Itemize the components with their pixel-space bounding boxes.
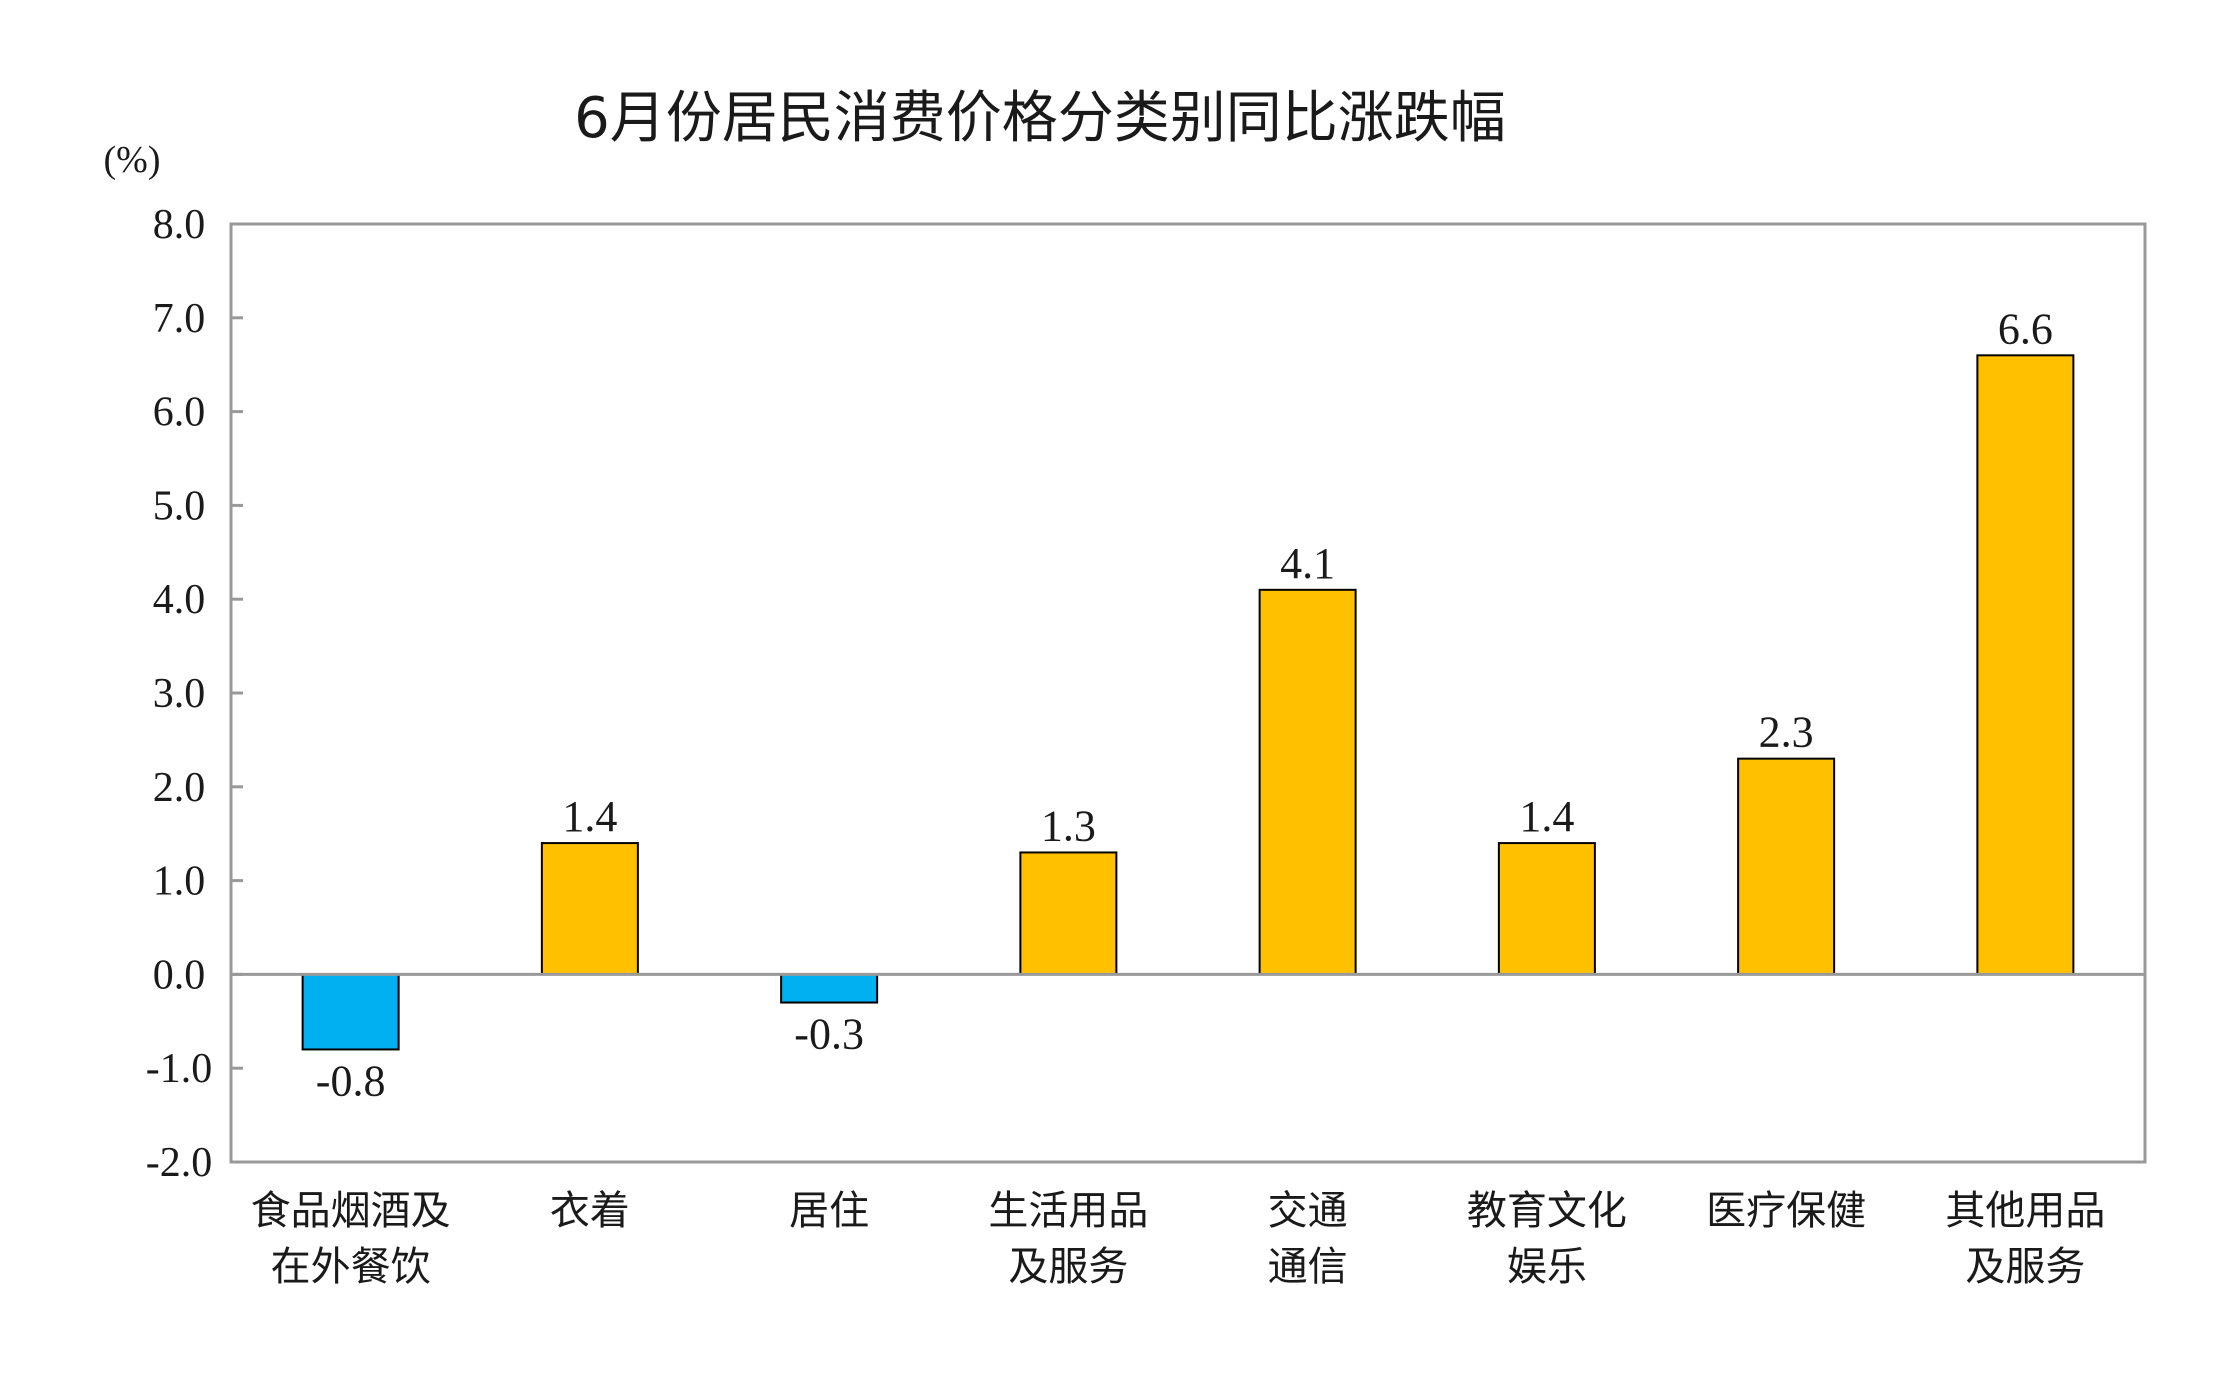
bars — [301, 354, 2075, 1051]
y-tick-label: 7.0 — [153, 296, 206, 342]
y-tick-label: 3.0 — [153, 671, 206, 717]
x-tick-label: 生活用品及服务 — [988, 1188, 1148, 1290]
bar — [1497, 842, 1596, 976]
data-label: -0.8 — [316, 1056, 386, 1105]
bar — [301, 973, 400, 1051]
data-label: 6.6 — [1998, 304, 2053, 353]
y-tick-label: 2.0 — [153, 765, 206, 811]
x-tick-label: 其他用品及服务 — [1945, 1188, 2105, 1290]
data-label: 4.1 — [1280, 539, 1335, 588]
y-tick-label: 5.0 — [153, 483, 206, 529]
chart-title: 6月份居民消费价格分类别同比涨跌幅 — [574, 86, 1506, 151]
bar — [1258, 588, 1357, 976]
x-axis-labels: 食品烟酒及在外餐饮 衣着 居住 生活用品及服务 交通通信 教育文化娱乐 医疗保健 其他用品及服… — [251, 1188, 2106, 1290]
y-axis-ticks: -2.0 -1.0 0.0 1.0 2.0 3.0 4.0 5.0 6.0 7.0 8.0 — [146, 202, 243, 1186]
y-tick-label: 6.0 — [153, 390, 206, 436]
y-tick-label: 4.0 — [153, 577, 206, 623]
x-tick-label: 衣着 — [550, 1188, 630, 1234]
data-labels: -0.8 1.4 -0.3 1.3 4.1 1.4 2.3 6.6 — [316, 304, 2053, 1105]
y-tick-label: -2.0 — [146, 1140, 213, 1186]
y-tick-label: 1.0 — [153, 859, 206, 905]
data-label: 2.3 — [1759, 708, 1814, 757]
bar — [540, 842, 639, 976]
y-unit-label: (%) — [104, 139, 161, 181]
data-label: -0.3 — [794, 1010, 864, 1059]
y-tick-label: 8.0 — [153, 202, 206, 248]
x-tick-label: 医疗保健 — [1706, 1188, 1866, 1234]
y-tick-label: 0.0 — [153, 952, 206, 998]
y-tick-label: -1.0 — [146, 1046, 213, 1092]
x-tick-label: 交通通信 — [1268, 1188, 1348, 1290]
data-label: 1.3 — [1041, 801, 1096, 850]
x-tick-label: 食品烟酒及在外餐饮 — [251, 1188, 451, 1290]
x-tick-label: 居住 — [789, 1188, 869, 1234]
bar — [1976, 354, 2075, 976]
x-tick-label: 教育文化娱乐 — [1467, 1188, 1627, 1290]
bar — [780, 973, 879, 1004]
bar — [1737, 757, 1836, 976]
data-label: 1.4 — [562, 792, 617, 841]
data-label: 1.4 — [1519, 792, 1574, 841]
bar — [1019, 851, 1118, 976]
plot-area-frame — [229, 222, 2147, 1164]
